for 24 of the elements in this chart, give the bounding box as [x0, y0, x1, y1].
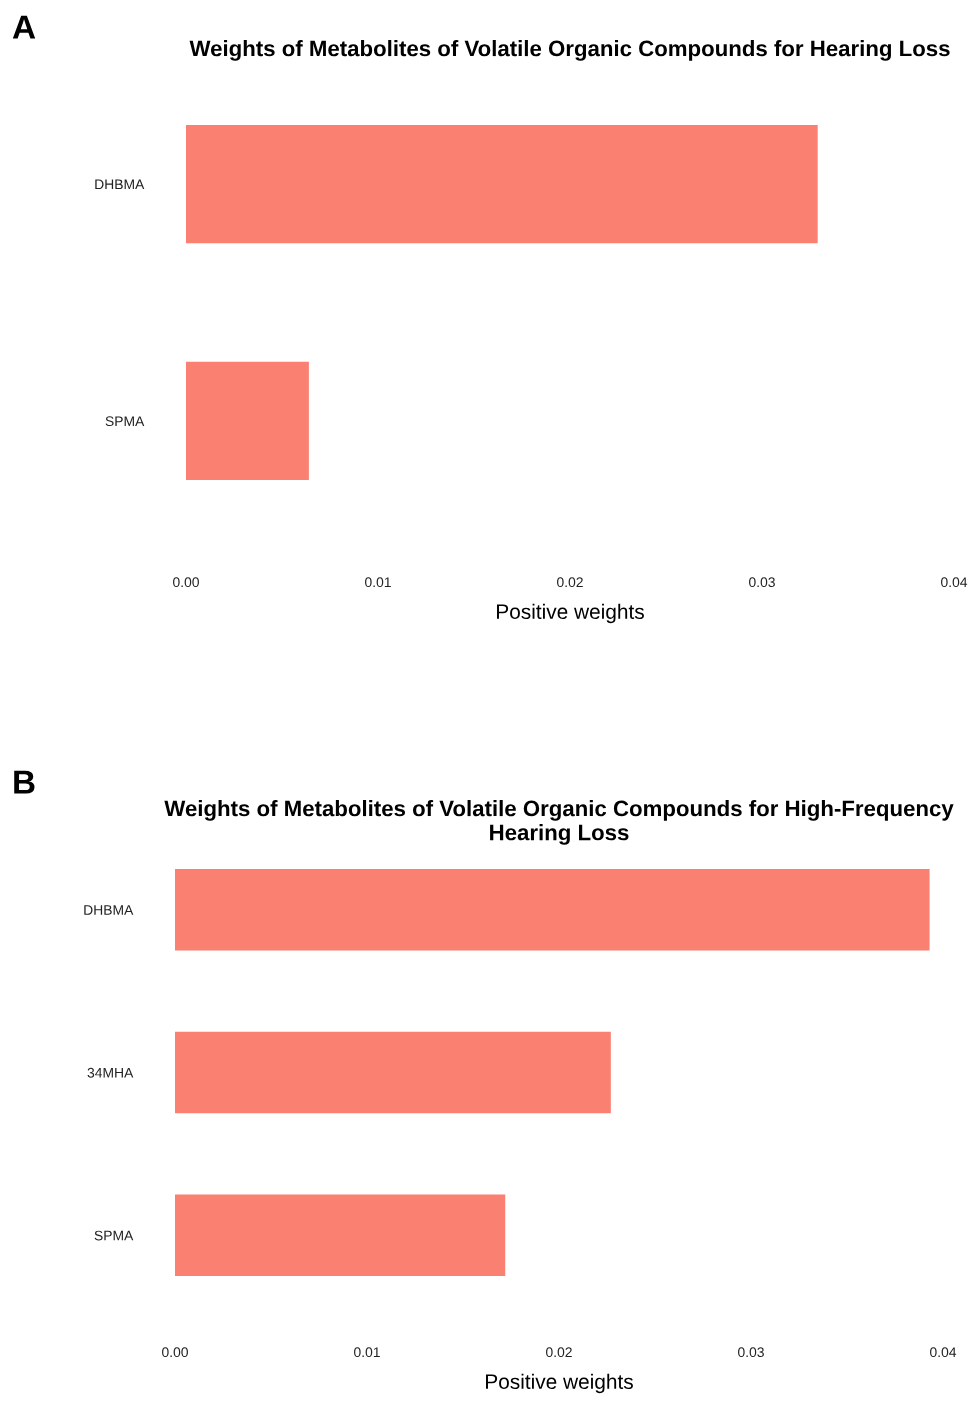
x-tick-label: 0.00 — [162, 1347, 188, 1358]
text: B — [14, 770, 35, 794]
x-axis-title: Positive weights — [497, 603, 644, 624]
y-tick-label: DHBMA — [95, 179, 145, 190]
chart-title: Weights of Metabolites of Volatile Organic Compounds for Hearing Loss — [189, 40, 950, 61]
bar — [175, 868, 930, 951]
x-tick-label: 0.03 — [738, 1347, 764, 1358]
x-tick-label: 0.02 — [546, 1347, 572, 1358]
bar — [175, 1194, 506, 1277]
x-tick-label: 0.04 — [941, 577, 968, 588]
x-tick-label: 0.03 — [749, 577, 775, 588]
y-tick-label: DHBMA — [84, 905, 134, 915]
x-tick-label: 0.01 — [354, 1347, 380, 1358]
text: A — [12, 15, 36, 39]
chart-title: Weights of Metabolites of Volatile Organic Compounds for High-Frequency Hearing Loss — [164, 800, 954, 845]
x-tick-label: 0.00 — [173, 577, 199, 588]
bar — [175, 1031, 611, 1114]
x-tick-label: 0.01 — [365, 577, 391, 588]
x-tick-label: 0.04 — [930, 1347, 957, 1358]
x-tick-label: 0.02 — [557, 577, 583, 588]
y-tick-label: SPMA — [94, 1230, 134, 1241]
y-tick-label: 34MHA — [87, 1067, 134, 1078]
y-tick-label: SPMA — [105, 416, 145, 427]
x-axis-title: Positive weights — [486, 1373, 633, 1394]
